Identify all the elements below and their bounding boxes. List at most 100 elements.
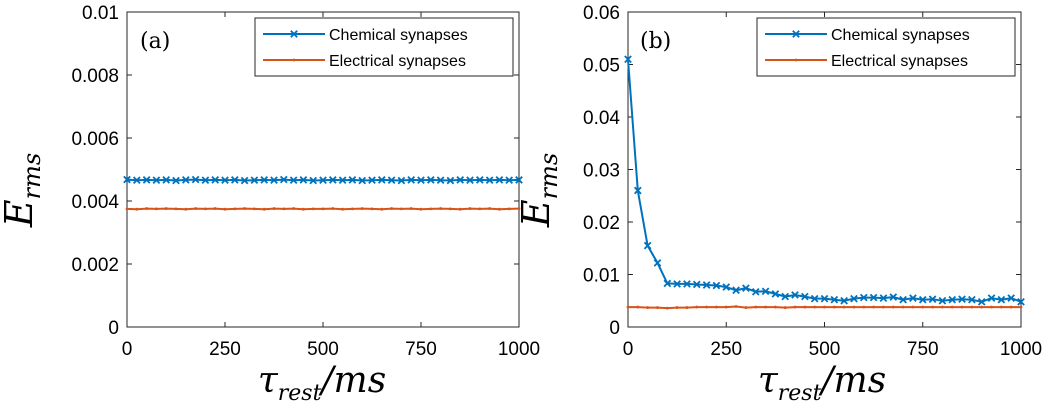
data-point [771, 290, 780, 298]
data-point [624, 55, 632, 64]
data-point [338, 176, 347, 185]
data-point [823, 305, 826, 309]
data-point [377, 176, 386, 184]
data-point [466, 176, 474, 185]
data-point [164, 207, 168, 210]
data-point [368, 176, 376, 185]
data-point [485, 176, 494, 185]
data-point [1017, 297, 1025, 306]
x-tick-label: 750 [405, 339, 437, 360]
x-tick-label: 0 [122, 339, 133, 360]
data-point [958, 295, 966, 304]
data-point [201, 176, 210, 185]
data-point [419, 207, 423, 211]
data-point [145, 207, 149, 210]
data-point [997, 295, 1006, 304]
x-tick-label: 500 [307, 339, 339, 360]
data-point [152, 176, 161, 185]
data-point [194, 207, 198, 210]
data-point [1019, 305, 1023, 309]
data-point [732, 286, 740, 295]
y-tick-label: 0.002 [71, 255, 119, 276]
data-point [872, 305, 876, 309]
data-point [636, 305, 640, 309]
data-point [1007, 294, 1016, 302]
data-point [360, 207, 364, 210]
data-point [683, 280, 691, 288]
y-axis-title-main: E [0, 199, 41, 228]
data-point [302, 207, 305, 211]
data-point [675, 306, 679, 309]
data-point [172, 176, 180, 185]
data-point [712, 281, 721, 290]
data-point [980, 305, 984, 309]
y-tick-label: 0.008 [71, 66, 119, 87]
data-point [724, 305, 728, 309]
x-tick-label: 750 [907, 339, 939, 360]
data-point [968, 295, 976, 304]
data-point [174, 207, 178, 211]
panel-label: (b) [640, 29, 671, 54]
data-point [272, 207, 276, 210]
legend-marker [794, 58, 798, 62]
data-point [773, 305, 777, 309]
data-point [260, 176, 269, 184]
data-point [970, 305, 974, 309]
data-point [517, 207, 521, 210]
data-point [204, 207, 207, 211]
x-tick-label: 1000 [1000, 339, 1042, 360]
data-point [891, 305, 895, 309]
data-point [184, 207, 188, 211]
y-axis-title-main: E [514, 199, 558, 228]
data-point [665, 306, 669, 310]
legend-label: Electrical synapses [329, 53, 466, 70]
data-point [446, 176, 455, 185]
legend-marker [290, 30, 298, 38]
data-point [751, 287, 760, 296]
data-point [439, 207, 442, 210]
data-point [705, 305, 708, 309]
data-point [869, 293, 878, 302]
series-line-chemical [627, 59, 1022, 303]
legend-marker [792, 30, 800, 38]
panel-a: 0 0.002 0.004 0.006 0.008 0.01 0 250 500 750 1000 C… [0, 3, 540, 406]
data-point [449, 207, 452, 211]
data-point [781, 292, 790, 301]
data-point [262, 207, 266, 211]
y-tick-label: 0 [108, 318, 119, 339]
data-point [321, 207, 325, 211]
data-point [191, 175, 200, 184]
data-point [458, 207, 462, 211]
data-point [270, 176, 278, 185]
data-point [426, 176, 435, 184]
y-axis-title-sub: rms [18, 153, 46, 200]
data-point [633, 186, 642, 195]
data-point [456, 176, 465, 184]
data-point [918, 295, 927, 304]
data-point [380, 207, 384, 211]
x-axis-title-sub: rest [778, 381, 822, 406]
data-point [862, 305, 866, 309]
legend-marker [292, 58, 296, 62]
data-point [390, 207, 393, 210]
y-tick-label: 0.006 [71, 129, 119, 150]
data-point [507, 207, 511, 211]
data-point [397, 176, 406, 185]
x-axis-title-unit: /ms [318, 360, 386, 401]
data-point [879, 294, 888, 302]
data-point [626, 305, 630, 309]
data-point [899, 295, 907, 304]
data-point [715, 305, 718, 309]
data-point [429, 207, 433, 211]
data-point [832, 305, 836, 309]
y-axis-title-sub: rms [535, 153, 563, 200]
y-axis-title: Erms [514, 153, 563, 228]
data-point [852, 305, 856, 309]
data-point [331, 207, 335, 210]
data-point [692, 280, 701, 289]
data-point [436, 176, 445, 185]
data-point [764, 305, 767, 309]
y-tick-label: 0.04 [583, 108, 620, 129]
x-axis-title-main: τ [258, 360, 279, 401]
data-point [155, 207, 158, 211]
